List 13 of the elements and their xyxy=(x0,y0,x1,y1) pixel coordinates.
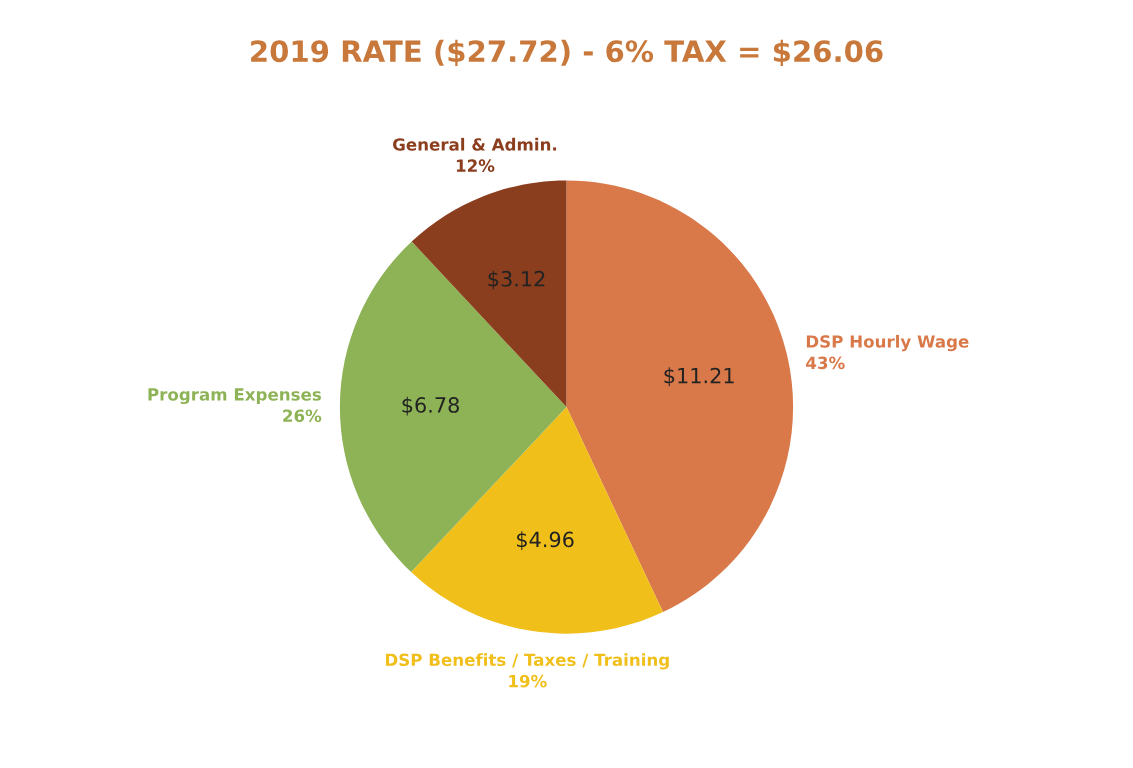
chart-title: 2019 RATE ($27.72) - 6% TAX = $26.06 xyxy=(251,39,883,67)
data-label: $4.96 xyxy=(517,531,574,551)
data-label: $6.78 xyxy=(402,396,459,416)
text: 26% xyxy=(283,409,322,423)
slice-label: General & Admin. xyxy=(393,137,557,151)
text: 19% xyxy=(509,674,547,688)
data-label: $3.12 xyxy=(488,270,545,290)
slice-label: Program Expenses xyxy=(148,388,321,405)
text: 12% xyxy=(456,159,495,172)
slice-label: DSP Hourly Wage xyxy=(806,334,969,352)
data-label: $11.21 xyxy=(664,367,734,387)
text: 43% xyxy=(806,356,845,370)
slice-label: DSP Benefits / Taxes / Training xyxy=(385,653,669,670)
